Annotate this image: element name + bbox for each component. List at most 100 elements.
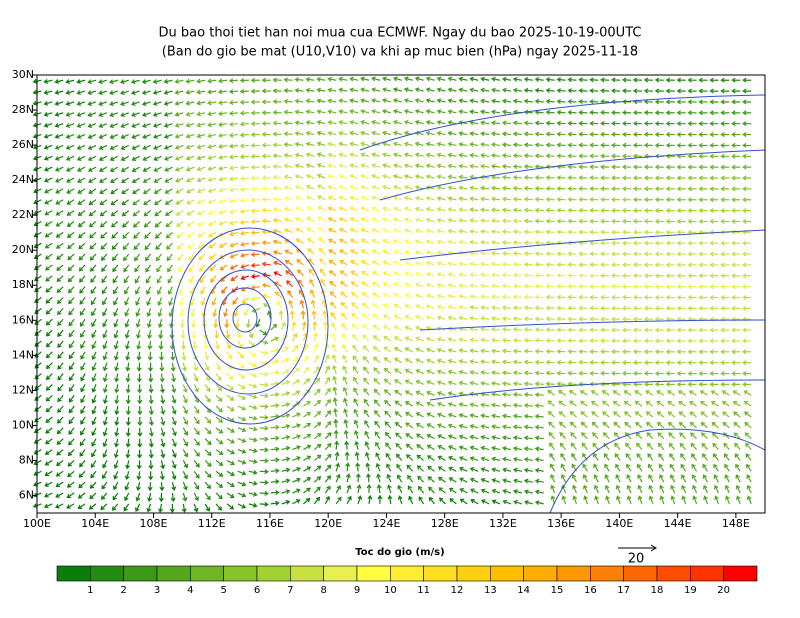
wind-arrow xyxy=(698,175,708,181)
wind-arrow xyxy=(313,433,322,440)
wind-arrow xyxy=(239,143,249,149)
wind-arrow xyxy=(182,492,188,502)
wind-arrow xyxy=(352,355,359,364)
wind-arrow xyxy=(689,400,697,407)
wind-arrow xyxy=(313,332,319,342)
wind-arrow xyxy=(600,294,610,300)
wind-arrow xyxy=(643,338,653,344)
wind-arrow xyxy=(259,490,269,496)
wind-arrow xyxy=(578,197,588,203)
wind-arrow xyxy=(261,218,271,224)
wind-arrow xyxy=(141,79,151,85)
wind-arrow xyxy=(621,121,632,127)
wind-arrow xyxy=(357,495,363,505)
wind-arrow xyxy=(426,444,435,451)
wind-arrow xyxy=(294,152,304,158)
wind-arrow xyxy=(182,362,187,372)
wind-arrow xyxy=(135,329,141,339)
wind-arrow xyxy=(261,261,271,267)
wind-arrow xyxy=(681,484,687,494)
wind-arrow xyxy=(501,261,511,267)
wind-arrow xyxy=(567,164,577,170)
wind-arrow xyxy=(436,141,446,147)
wind-arrow xyxy=(307,248,315,255)
wind-arrow xyxy=(491,142,501,148)
wind-arrow xyxy=(393,228,402,233)
wind-arrow xyxy=(193,405,200,414)
wind-arrow xyxy=(272,99,282,105)
wind-arrow xyxy=(742,88,752,94)
wind-arrow xyxy=(480,380,490,386)
wind-arrow xyxy=(137,384,143,394)
wind-arrow xyxy=(534,175,544,181)
wind-arrow xyxy=(250,164,260,170)
wind-arrow xyxy=(283,152,293,158)
wind-arrow xyxy=(731,175,741,181)
wind-arrow xyxy=(501,229,511,235)
wind-arrow xyxy=(621,338,632,344)
wind-arrow xyxy=(623,411,632,418)
wind-arrow xyxy=(559,432,566,440)
wind-arrow xyxy=(43,133,53,139)
wind-arrow xyxy=(665,208,675,214)
wind-arrow xyxy=(208,242,217,249)
wind-arrow xyxy=(363,366,370,374)
wind-arrow xyxy=(600,273,610,279)
wind-arrow xyxy=(624,421,632,429)
wind-arrow xyxy=(226,373,234,380)
wind-arrow xyxy=(582,474,588,483)
wind-arrow xyxy=(196,177,206,183)
wind-arrow xyxy=(303,455,312,461)
wind-arrow xyxy=(469,283,479,289)
wind-arrow xyxy=(665,175,675,181)
wind-arrow xyxy=(296,259,304,266)
wind-arrow xyxy=(742,153,752,159)
wind-arrow xyxy=(709,197,719,203)
wind-arrow xyxy=(78,253,86,261)
wind-arrow xyxy=(676,327,686,333)
wind-arrow xyxy=(414,174,424,180)
wind-arrow xyxy=(632,218,642,224)
wind-arrow xyxy=(572,484,578,494)
wind-arrow xyxy=(447,109,457,115)
wind-arrow xyxy=(611,131,621,137)
wind-arrow xyxy=(342,344,348,353)
wind-arrow xyxy=(623,400,632,407)
wind-arrow xyxy=(204,373,210,382)
wind-arrow xyxy=(502,499,512,505)
wind-arrow xyxy=(350,249,359,255)
wind-arrow xyxy=(289,310,295,320)
wind-arrow xyxy=(512,76,522,82)
wind-arrow xyxy=(383,346,392,353)
wind-arrow xyxy=(67,460,75,467)
wind-arrow xyxy=(248,340,256,348)
wind-arrow xyxy=(259,404,269,410)
wind-arrow xyxy=(55,481,64,488)
wind-arrow xyxy=(131,177,140,183)
wind-arrow xyxy=(512,316,522,322)
wind-arrow xyxy=(632,77,642,83)
wind-arrow xyxy=(600,197,610,203)
wind-arrow xyxy=(643,77,653,83)
y-tick-label: 22N xyxy=(12,208,34,221)
wind-arrow xyxy=(425,163,435,169)
wind-arrow xyxy=(480,315,490,321)
wind-arrow xyxy=(394,389,403,396)
wind-arrow xyxy=(197,220,206,227)
wind-arrow xyxy=(125,340,130,350)
wind-arrow xyxy=(44,242,53,249)
wind-arrow xyxy=(414,260,424,266)
wind-arrow xyxy=(87,166,97,172)
wind-arrow xyxy=(458,152,468,158)
wind-arrow xyxy=(403,98,413,104)
wind-arrow xyxy=(87,155,97,161)
wind-arrow xyxy=(120,144,129,150)
wind-arrow xyxy=(447,412,457,418)
wind-arrow xyxy=(698,294,708,300)
wind-arrow xyxy=(556,359,566,365)
wind-arrow xyxy=(415,390,424,396)
wind-arrow xyxy=(136,362,142,372)
wind-arrow xyxy=(248,469,258,475)
wind-arrow xyxy=(687,240,697,246)
wind-arrow xyxy=(720,132,730,138)
